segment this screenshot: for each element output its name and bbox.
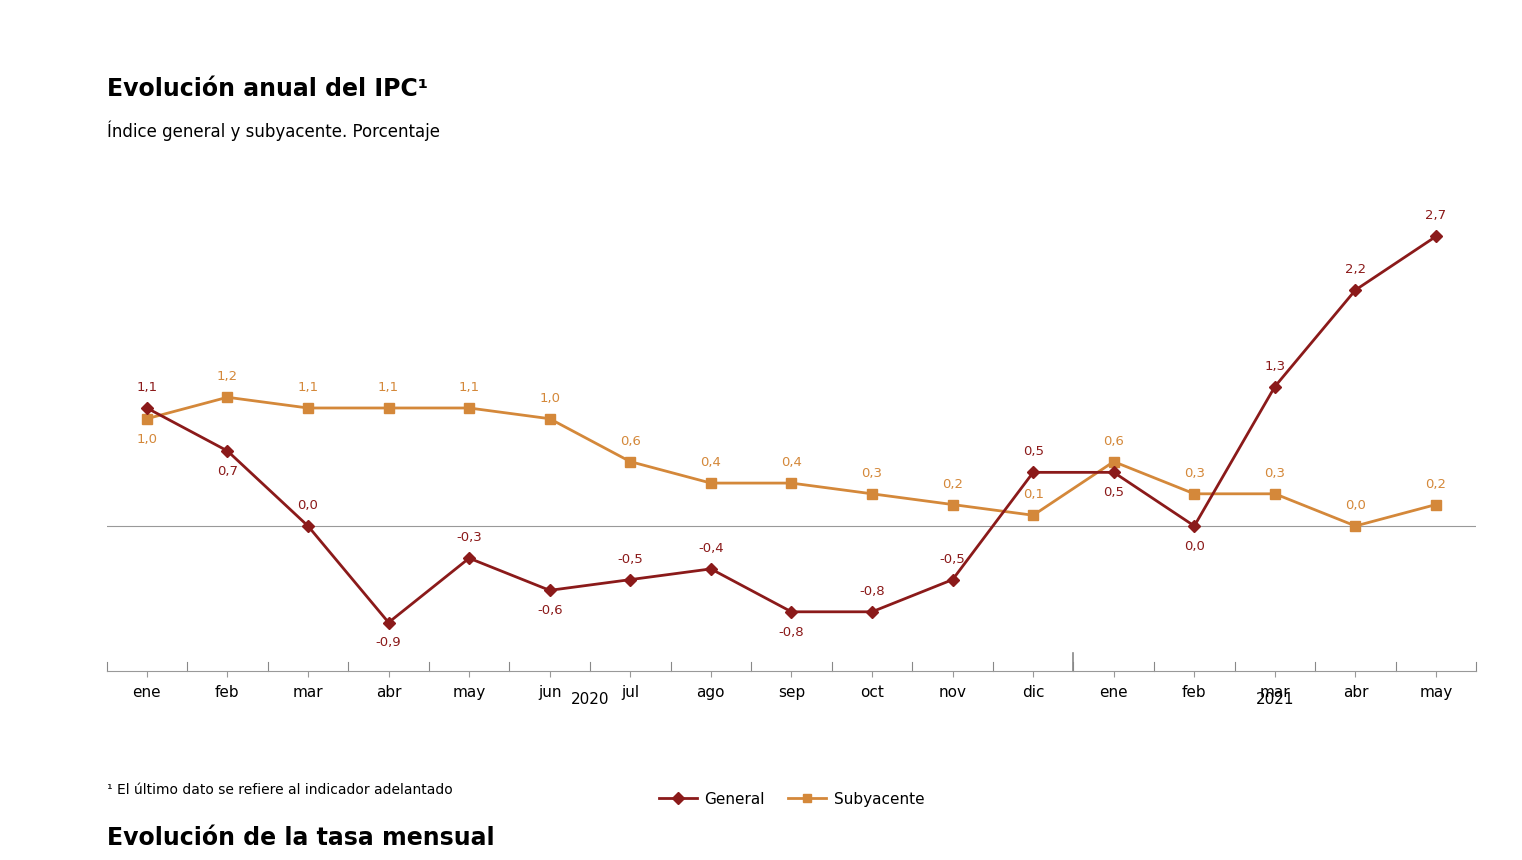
- Text: -0,8: -0,8: [860, 585, 884, 598]
- Text: ¹ El último dato se refiere al indicador adelantado: ¹ El último dato se refiere al indicador…: [107, 783, 452, 796]
- Text: 2,7: 2,7: [1426, 210, 1446, 223]
- Text: 1,0: 1,0: [539, 392, 560, 405]
- Text: -0,6: -0,6: [537, 605, 563, 617]
- Text: 2,2: 2,2: [1345, 263, 1367, 276]
- Text: 1,1: 1,1: [458, 381, 479, 394]
- Text: -0,4: -0,4: [699, 542, 723, 555]
- Text: -0,9: -0,9: [376, 636, 402, 649]
- Text: 0,3: 0,3: [1184, 467, 1205, 480]
- Text: Índice general y subyacente. Porcentaje: Índice general y subyacente. Porcentaje: [107, 120, 440, 141]
- Text: 0,2: 0,2: [1426, 477, 1446, 490]
- Text: 0,0: 0,0: [297, 499, 318, 512]
- Text: 0,2: 0,2: [942, 477, 963, 490]
- Text: 0,5: 0,5: [1103, 486, 1125, 500]
- Text: 0,6: 0,6: [619, 434, 641, 448]
- Legend: General, Subyacente: General, Subyacente: [653, 785, 930, 813]
- Text: Evolución anual del IPC¹: Evolución anual del IPC¹: [107, 77, 428, 101]
- Text: 0,4: 0,4: [781, 456, 802, 470]
- Text: 0,5: 0,5: [1023, 445, 1044, 458]
- Text: -0,5: -0,5: [939, 553, 965, 566]
- Text: 0,6: 0,6: [1103, 434, 1125, 448]
- Text: 1,0: 1,0: [137, 433, 157, 445]
- Text: -0,8: -0,8: [779, 626, 804, 639]
- Text: 0,0: 0,0: [1184, 540, 1205, 553]
- Text: 0,1: 0,1: [1023, 488, 1044, 501]
- Text: 0,0: 0,0: [1345, 499, 1365, 512]
- Text: 1,1: 1,1: [297, 381, 318, 394]
- Text: 0,4: 0,4: [700, 456, 721, 470]
- Text: -0,5: -0,5: [618, 553, 644, 566]
- Text: -0,3: -0,3: [457, 531, 482, 544]
- Text: 0,3: 0,3: [861, 467, 883, 480]
- Text: 2021: 2021: [1256, 692, 1294, 707]
- Text: 0,7: 0,7: [218, 465, 237, 478]
- Text: 2020: 2020: [571, 692, 609, 707]
- Text: Evolución de la tasa mensual: Evolución de la tasa mensual: [107, 826, 495, 850]
- Text: 1,2: 1,2: [216, 371, 237, 384]
- Text: 0,3: 0,3: [1265, 467, 1286, 480]
- Text: 1,1: 1,1: [137, 381, 157, 394]
- Text: 1,3: 1,3: [1265, 359, 1286, 372]
- Text: 1,1: 1,1: [377, 381, 399, 394]
